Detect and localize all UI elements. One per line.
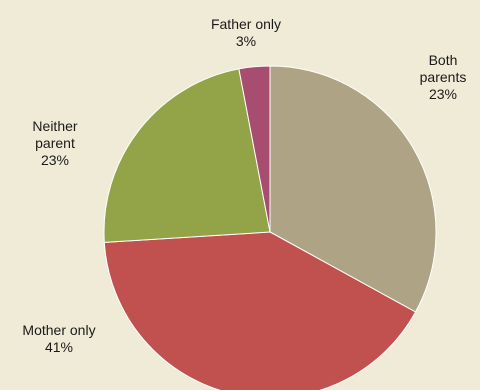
label-both-parents-line2: parents <box>419 69 467 85</box>
pie-slice-neither-parent <box>103 68 271 243</box>
label-both-parents-line1: Both <box>428 52 458 68</box>
label-mother-only-pct: 41% <box>44 339 74 355</box>
label-neither-parent-pct: 23% <box>40 152 70 168</box>
label-neither-parent-line1: Neither <box>32 118 78 134</box>
label-father-only: Father only 3% <box>196 16 296 50</box>
label-mother-only-name: Mother only <box>22 322 96 338</box>
label-father-only-name: Father only <box>210 16 282 32</box>
label-neither-parent: Neither parent 23% <box>20 118 90 169</box>
label-neither-parent-line2: parent <box>35 135 75 151</box>
label-mother-only: Mother only 41% <box>4 322 114 356</box>
pie-slices <box>103 65 437 390</box>
pie-slice-mother-only <box>103 231 417 390</box>
label-father-only-pct: 3% <box>235 33 257 49</box>
pie-slice-father-only <box>238 65 271 233</box>
pie-slice-both-parents <box>269 65 437 313</box>
label-both-parents: Both parents 23% <box>410 52 476 103</box>
label-both-parents-pct: 23% <box>428 86 458 102</box>
